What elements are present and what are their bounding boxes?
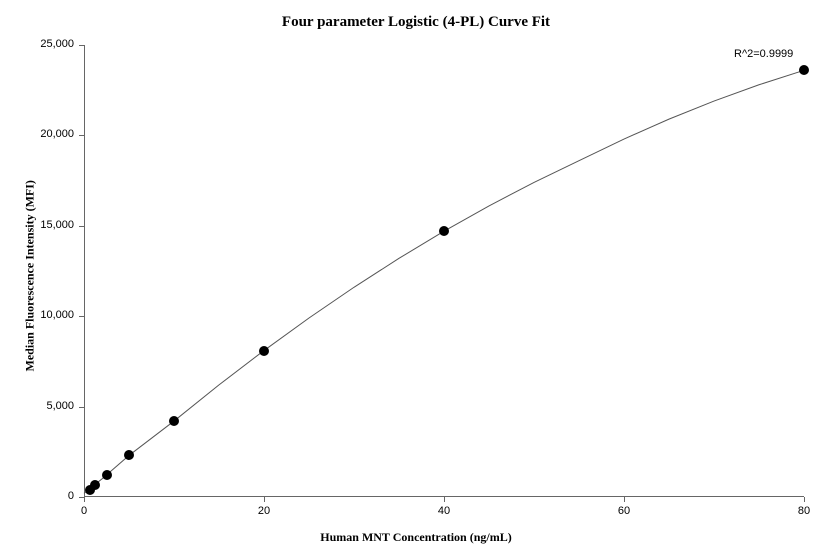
y-tick-label: 20,000: [24, 128, 74, 140]
data-point: [102, 470, 112, 480]
data-point: [169, 416, 179, 426]
y-tick-label: 15,000: [24, 219, 74, 231]
x-tick-label: 20: [244, 505, 284, 517]
y-axis-label: Median Fluorescence Intensity (MFI): [23, 172, 38, 372]
data-point: [799, 65, 809, 75]
fit-curve: [84, 45, 804, 497]
x-tick-mark: [444, 497, 445, 502]
data-point: [259, 346, 269, 356]
x-tick-mark: [264, 497, 265, 502]
data-point: [439, 226, 449, 236]
x-tick-label: 0: [64, 505, 104, 517]
x-tick-label: 80: [784, 505, 824, 517]
x-tick-mark: [804, 497, 805, 502]
r-squared-annotation: R^2=0.9999: [734, 48, 793, 60]
x-axis-label: Human MNT Concentration (ng/mL): [0, 530, 832, 545]
chart-title: Four parameter Logistic (4-PL) Curve Fit: [0, 14, 832, 31]
x-tick-mark: [84, 497, 85, 502]
x-tick-label: 60: [604, 505, 644, 517]
y-tick-label: 5,000: [24, 400, 74, 412]
y-tick-label: 0: [24, 490, 74, 502]
x-tick-mark: [624, 497, 625, 502]
y-tick-label: 10,000: [24, 309, 74, 321]
data-point: [124, 450, 134, 460]
x-tick-label: 40: [424, 505, 464, 517]
y-tick-label: 25,000: [24, 38, 74, 50]
chart-container: Four parameter Logistic (4-PL) Curve Fit…: [0, 0, 832, 560]
data-point: [90, 480, 100, 490]
